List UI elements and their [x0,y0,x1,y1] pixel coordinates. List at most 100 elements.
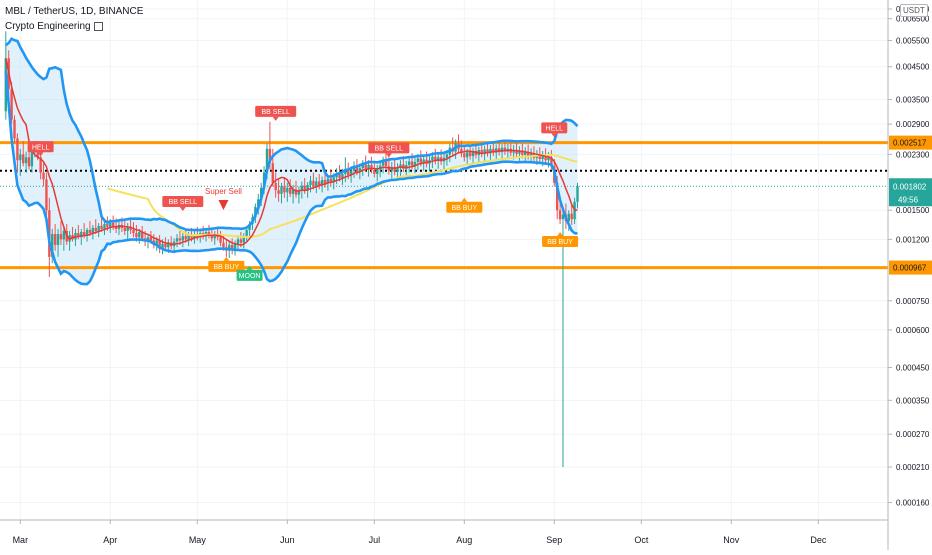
signal-pointer-icon [223,256,230,261]
signal-pointer-icon [551,133,558,138]
candle-body [53,234,57,245]
candle-body [436,157,440,161]
signal-pointer-icon [272,116,279,121]
candle-body [329,178,333,183]
candle-body [410,161,414,166]
candle-body [390,166,393,171]
candle-body [555,182,559,211]
currency-badge[interactable]: USDT [900,4,928,17]
y-tick-label: 0.002900 [896,120,930,129]
candle-body [497,148,501,153]
candle-body [248,223,251,230]
candle-body [265,148,269,173]
signal-pointer-icon [385,153,392,158]
candle-body [19,154,22,161]
candle-body [323,180,327,184]
signal-label-box [208,260,245,272]
candle-body [355,166,359,172]
candle-body [384,161,388,167]
y-tick-label: 0.003500 [896,96,930,105]
candle-body [344,170,347,174]
candle-body [59,234,63,240]
candle-body [74,232,77,240]
x-tick-label: Oct [634,535,649,545]
candle-body [286,187,289,193]
x-tick-label: Sep [546,535,562,545]
time-axis[interactable]: Mar Apr May Jun Jul Aug Sep Oct Nov Dec [0,519,888,545]
candle-body [303,185,306,191]
candle-body [492,148,495,153]
visibility-toggle-icon[interactable] [93,21,103,31]
candle-body [30,151,34,167]
candle-body [466,152,469,158]
signal-label-box [368,142,410,154]
candle-body [434,156,437,161]
bollinger-upper-band [5,37,579,232]
candle-body [393,166,396,172]
candle-body [233,243,237,250]
signal-label-text: BB BUY [451,205,477,212]
candle-body [489,148,492,154]
bollinger-lower-band [4,71,578,286]
y-tick-label: 0.001200 [896,235,930,244]
candle-body [376,169,379,174]
candle-body [51,234,54,257]
level-price-text: 0.002517 [893,139,927,148]
signal-label-text: BB SELL [169,199,198,206]
signal-label-box [446,201,483,213]
candle-body [94,227,97,231]
candle-body [570,213,573,220]
candle-body [396,168,399,172]
candle-body [129,226,132,230]
candle-body [210,235,214,239]
candle-body [407,161,411,166]
candle-body [326,178,330,184]
candle-body [138,231,141,238]
price-axis[interactable]: 0.0065000.0070000.0055000.0045000.003500… [887,0,932,550]
y-tick-label: 0.000270 [896,430,930,439]
indicator-legend[interactable]: Crypto Engineering [5,21,103,32]
x-tick-label: May [189,535,207,545]
y-tick-label: 0.000450 [896,363,930,372]
candle-body [486,149,489,154]
signal-pointer-icon [557,231,564,236]
signal-label-text: BB SELL [375,145,404,152]
candle-body [22,154,25,164]
level-price-tag [889,135,932,150]
candle-body [77,232,80,238]
candle-body [219,237,222,243]
plot-background [0,0,888,520]
candle-body [245,229,248,237]
candle-body [103,223,106,229]
candle-body [97,225,100,231]
x-tick-label: Jun [280,535,295,545]
candle-body [280,186,283,194]
indicator-name: Crypto Engineering [5,21,91,32]
last-price-text: 0.001802 [893,182,927,191]
candle-body [431,156,434,161]
candle-body [512,149,515,153]
candle-body [529,153,533,157]
x-tick-label: Jul [369,535,381,545]
candle-body [178,238,182,241]
x-tick-label: Dec [810,535,827,545]
signal-label-box [27,141,54,153]
signal-label-box [162,195,204,207]
candle-body [106,223,109,227]
candle-body [140,231,144,239]
candle-body [550,157,553,167]
level-price-tag [889,260,932,275]
x-tick-label: Mar [13,535,29,545]
candle-body [373,170,376,174]
candle-body [39,157,42,173]
candle-body [558,210,562,220]
y-tick-label: 0.000350 [896,396,930,405]
candle-body [294,189,298,195]
candle-body [309,180,312,185]
candle-body [405,165,408,169]
candle-body [213,234,216,239]
candle-body [88,229,92,233]
candle-body [56,234,60,245]
